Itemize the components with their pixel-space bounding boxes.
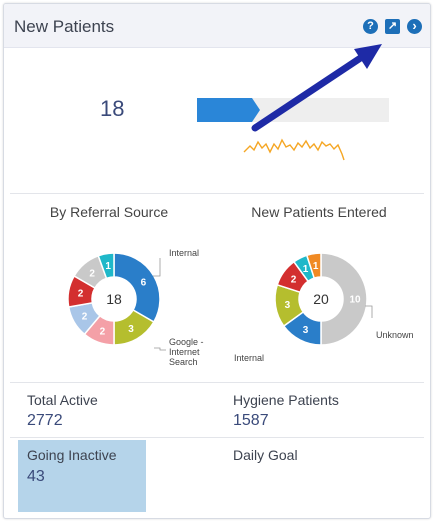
- referral-slice-label: 2: [82, 312, 88, 323]
- progress-bar-chevron: [252, 98, 260, 122]
- entered-center-total: 20: [313, 291, 329, 307]
- divider: [10, 382, 424, 383]
- progress-bar: [197, 98, 389, 122]
- referral-slice[interactable]: [97, 252, 115, 280]
- total-active-value: 2772: [27, 412, 63, 429]
- entered-slice[interactable]: [320, 252, 368, 346]
- entered-slice-label: 10: [349, 295, 361, 306]
- callout-google: Google - Internet Search: [169, 337, 204, 367]
- next-icon[interactable]: ›: [407, 19, 422, 34]
- divider: [10, 193, 424, 194]
- entered-slice-label: 2: [291, 275, 297, 286]
- sparkline-chart: [243, 138, 345, 161]
- referral-slice-label: 2: [89, 268, 95, 279]
- going-inactive-label: Going Inactive: [27, 447, 117, 463]
- entered-slice[interactable]: [305, 252, 322, 280]
- hygiene-patients-value: 1587: [233, 412, 269, 429]
- referral-center-total: 18: [106, 291, 122, 307]
- referral-slice-label: 2: [100, 326, 106, 337]
- referral-slice-label: 1: [105, 261, 111, 272]
- callout-internal: Internal: [169, 248, 200, 258]
- going-inactive-tile[interactable]: [18, 440, 146, 512]
- referral-source-title: By Referral Source: [49, 204, 169, 220]
- expand-icon[interactable]: ↗: [385, 19, 400, 34]
- going-inactive-value: 43: [27, 468, 45, 485]
- help-icon[interactable]: ?: [363, 19, 378, 34]
- hygiene-patients-label: Hygiene Patients: [233, 392, 339, 408]
- entered-slice-label: 3: [303, 325, 309, 336]
- widget-title: New Patients: [14, 17, 115, 36]
- referral-slice-label: 2: [78, 289, 84, 300]
- total-active-label: Total Active: [27, 392, 98, 408]
- callout-line-unknown: [365, 305, 373, 318]
- referral-slice[interactable]: [113, 252, 161, 324]
- entered-slice-label: 1: [313, 261, 319, 272]
- progress-bar-fill: [197, 98, 252, 122]
- referral-slice-label: 6: [141, 278, 147, 289]
- daily-goal-label: Daily Goal: [233, 447, 298, 463]
- callout-unknown: Unknown: [376, 330, 414, 340]
- entered-slice-label: 3: [285, 300, 291, 311]
- divider: [10, 437, 424, 438]
- callout-lines-referral: [153, 258, 166, 351]
- new-patients-count: 18: [100, 96, 125, 121]
- widget-header: New Patients ? ↗ ›: [4, 4, 430, 48]
- referral-slice-label: 3: [128, 324, 134, 335]
- entered-slice-label: 1: [303, 264, 309, 275]
- callout-internal-2: Internal: [234, 353, 265, 363]
- new-patients-entered-title: New Patients Entered: [251, 204, 387, 220]
- new-patients-widget: New Patients ? ↗ › 18 By Referral Source…: [3, 3, 431, 519]
